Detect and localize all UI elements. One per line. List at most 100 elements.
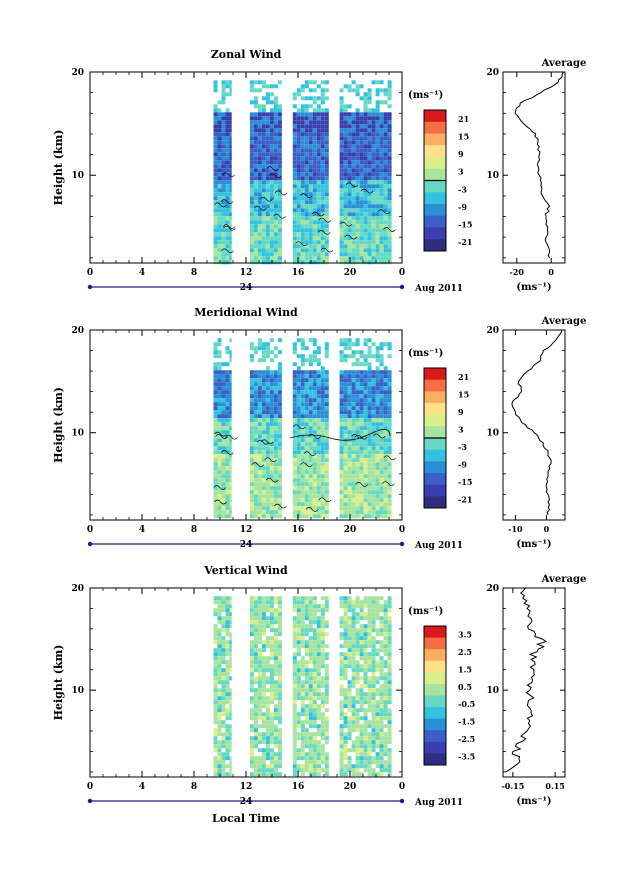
- heatmap-cell: [269, 680, 274, 685]
- heatmap-cell: [300, 132, 305, 137]
- heatmap-cell: [347, 466, 352, 471]
- heatmap-cell: [300, 378, 305, 383]
- heatmap-cell: [249, 160, 254, 165]
- heatmap-cell: [324, 728, 329, 733]
- heatmap-cell: [221, 660, 226, 665]
- heatmap-cell: [300, 370, 305, 375]
- heatmap-cell: [387, 212, 392, 217]
- heatmap-cell: [296, 370, 301, 375]
- heatmap-cell: [371, 470, 376, 475]
- heatmap-cell: [269, 616, 274, 621]
- heatmap-cell: [253, 180, 258, 185]
- heatmap-cell: [355, 152, 360, 157]
- heatmap-cell: [277, 596, 282, 601]
- y-axis-label: Height (km): [52, 387, 65, 463]
- heatmap-cell: [253, 708, 258, 713]
- heatmap-cell: [277, 394, 282, 399]
- heatmap-cell: [324, 88, 329, 93]
- heatmap-cell: [351, 196, 356, 201]
- heatmap-cell: [343, 720, 348, 725]
- heatmap-cell: [379, 438, 384, 443]
- heatmap-cell: [292, 252, 297, 257]
- heatmap-cell: [339, 124, 344, 129]
- heatmap-cell: [304, 414, 309, 419]
- heatmap-cell: [221, 458, 226, 463]
- heatmap-cell: [265, 136, 270, 141]
- heatmap-cell: [379, 208, 384, 213]
- heatmap-cell: [308, 692, 313, 697]
- heatmap-cell: [229, 152, 232, 157]
- heatmap-cell: [355, 140, 360, 145]
- heatmap-cell: [304, 608, 309, 613]
- heatmap-cell: [387, 232, 392, 237]
- heatmap-cell: [324, 132, 329, 137]
- colorbar-segment: [424, 391, 446, 404]
- heatmap-cell: [292, 382, 297, 387]
- heatmap-cell: [320, 502, 325, 507]
- heatmap-cell: [351, 652, 356, 657]
- heatmap-cell: [292, 490, 297, 495]
- heatmap-cell: [387, 442, 392, 447]
- heatmap-cell: [296, 208, 301, 213]
- heatmap-cell: [273, 708, 278, 713]
- heatmap-cell: [292, 188, 297, 193]
- heatmap-cell: [371, 354, 376, 359]
- colorbar-label: -3: [458, 184, 467, 194]
- heatmap-cell: [383, 740, 388, 745]
- heatmap-cell: [225, 128, 230, 133]
- heatmap-cell: [343, 200, 348, 205]
- heatmap-cell: [363, 144, 368, 149]
- heatmap-cell: [308, 338, 313, 343]
- heatmap-cell: [320, 430, 325, 435]
- heatmap-cell: [265, 752, 270, 757]
- heatmap-cell: [371, 664, 376, 669]
- heatmap-cell: [213, 676, 218, 681]
- heatmap-cell: [221, 672, 226, 677]
- heatmap-cell: [217, 224, 222, 229]
- heatmap-cell: [277, 712, 282, 717]
- heatmap-cell: [316, 132, 321, 137]
- heatmap-cell: [312, 244, 317, 249]
- heatmap-cell: [304, 680, 309, 685]
- heatmap-cell: [363, 406, 368, 411]
- heatmap-cell: [339, 672, 344, 677]
- heatmap-cell: [316, 442, 321, 447]
- heatmap-cell: [355, 260, 360, 265]
- heatmap-cell: [304, 760, 309, 765]
- date-bar-end: [87, 798, 93, 804]
- heatmap-cell: [221, 422, 226, 427]
- heatmap-cell: [229, 454, 232, 459]
- heatmap-cell: [261, 128, 266, 133]
- heatmap-cell: [343, 414, 348, 419]
- heatmap-cell: [273, 144, 278, 149]
- heatmap-cell: [249, 446, 254, 451]
- heatmap-cell: [363, 680, 368, 685]
- heatmap-cell: [379, 604, 384, 609]
- colorbar-segment: [424, 672, 446, 685]
- heatmap-cell: [261, 144, 266, 149]
- heatmap-cell: [312, 632, 317, 637]
- heatmap-cell: [367, 482, 372, 487]
- colorbar-segment: [424, 473, 446, 486]
- heatmap-cell: [379, 732, 384, 737]
- heatmap-cell: [339, 510, 344, 515]
- heatmap-cell: [269, 458, 274, 463]
- heatmap-cell: [343, 744, 348, 749]
- heatmap-cell: [213, 478, 218, 483]
- heatmap-cell: [292, 156, 297, 161]
- heatmap-cell: [265, 256, 270, 261]
- heatmap-cell: [253, 704, 258, 709]
- heatmap-cell: [257, 346, 262, 351]
- heatmap-cell: [375, 422, 380, 427]
- heatmap-cell: [308, 224, 313, 229]
- heatmap-cell: [324, 768, 329, 773]
- heatmap-cell: [292, 128, 297, 133]
- heatmap-cell: [273, 132, 278, 137]
- heatmap-cell: [225, 502, 230, 507]
- heatmap-cell: [367, 386, 372, 391]
- heatmap-cell: [387, 240, 392, 245]
- heatmap-cell: [221, 644, 226, 649]
- heatmap-cell: [257, 116, 262, 121]
- heatmap-cell: [273, 370, 278, 375]
- heatmap-cell: [363, 338, 368, 343]
